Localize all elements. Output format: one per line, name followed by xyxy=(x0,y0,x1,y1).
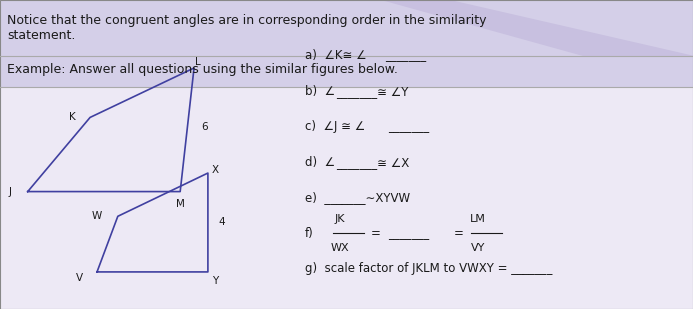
Text: 6: 6 xyxy=(201,122,208,132)
Text: d)  ∠: d) ∠ xyxy=(305,156,335,169)
Text: M: M xyxy=(176,199,184,209)
Text: g)  scale factor of JKLM to VWXY = _______: g) scale factor of JKLM to VWXY = ______… xyxy=(305,262,552,275)
Text: JK: JK xyxy=(334,214,345,224)
Text: =: = xyxy=(454,227,464,240)
Text: J: J xyxy=(9,187,12,197)
Polygon shape xyxy=(381,0,693,87)
Text: 4: 4 xyxy=(218,218,225,227)
Text: b)  ∠: b) ∠ xyxy=(305,85,335,98)
Text: c)  ∠J ≅ ∠: c) ∠J ≅ ∠ xyxy=(305,120,365,133)
Text: LM: LM xyxy=(471,214,486,224)
Text: _______≅ ∠X: _______≅ ∠X xyxy=(336,156,410,169)
Text: WX: WX xyxy=(331,243,349,252)
Text: Example: Answer all questions using the similar figures below.: Example: Answer all questions using the … xyxy=(7,63,398,76)
Text: =: = xyxy=(371,227,380,240)
Text: V: V xyxy=(76,273,83,283)
Text: W: W xyxy=(92,211,102,221)
Text: Y: Y xyxy=(211,276,218,286)
FancyBboxPatch shape xyxy=(0,87,693,309)
Text: Notice that the congruent angles are in corresponding order in the similarity
st: Notice that the congruent angles are in … xyxy=(7,14,486,42)
Text: L: L xyxy=(195,57,200,67)
FancyBboxPatch shape xyxy=(0,56,693,87)
Text: K: K xyxy=(69,112,76,122)
Text: _______: _______ xyxy=(385,49,426,62)
FancyBboxPatch shape xyxy=(0,0,693,56)
Text: a)  ∠K≅ ∠: a) ∠K≅ ∠ xyxy=(305,49,367,62)
Text: _______: _______ xyxy=(388,120,429,133)
Text: f): f) xyxy=(305,227,314,240)
Text: _______≅ ∠Y: _______≅ ∠Y xyxy=(336,85,408,98)
Text: X: X xyxy=(211,165,218,175)
Text: _______: _______ xyxy=(388,227,429,240)
Text: e)  _______∼XYVW: e) _______∼XYVW xyxy=(305,191,410,204)
Text: VY: VY xyxy=(471,243,485,252)
